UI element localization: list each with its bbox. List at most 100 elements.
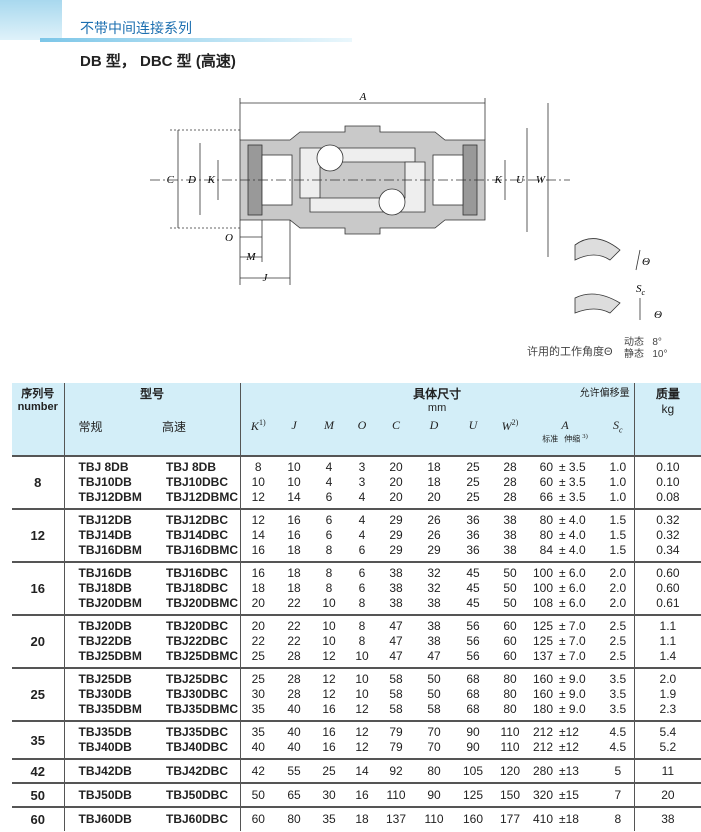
cell-line: 70 [414,725,454,740]
value: 120 [500,763,521,778]
cell-line: 58 [378,687,414,702]
value: 10 [355,687,369,701]
value: TBJ 8DB [166,460,217,474]
cell-line: TBJ20DBM [79,596,153,611]
cell-line: 25 [454,490,492,505]
value: 0.34 [656,543,680,557]
cell-line: 10 [346,649,378,664]
cell-line: 18 [276,566,312,581]
cell: 30 [312,782,347,807]
cell: 60 60 60 [492,614,529,668]
value: TBJ16DBC [166,566,229,580]
cell-line: 30 [241,687,277,702]
cell-line: 177 [492,812,528,827]
angle-values: 动态 8° 静态 10° [624,337,667,361]
cell-line: 30 [312,788,346,803]
w: W [501,419,512,433]
high-speed: 高速 [152,416,241,456]
value: 90 [466,725,480,739]
cell: 125 [454,782,493,807]
cell-line: 22 [276,619,312,634]
value: TBJ50DBC [166,787,229,802]
cell: 18 18 22 [276,561,313,615]
value: 3 [358,475,366,489]
cell-line: 8 [312,543,346,558]
cell-line: TBJ12DBC [166,513,240,528]
value: 10 [322,634,336,648]
a-value: 60 [539,475,554,489]
cell-line: 14 [346,764,378,779]
cell-line: 35 [241,702,277,717]
cell: 16 16 18 [276,508,313,562]
value: TBJ12DB [78,513,132,527]
value: 16 [355,787,369,802]
value: 14 [287,490,301,504]
cell: TBJ16DB TBJ18DB TBJ20DBM [63,561,153,615]
value: 2.0 [609,596,627,610]
value: 105 [463,763,484,778]
value: 12 [322,649,336,663]
value: 40 [287,740,301,754]
dim-label: C [167,174,175,186]
value: TBJ16DBM [78,543,142,557]
value: 28 [503,490,517,504]
cell-line: 110 [492,740,528,755]
cell-line: 1.1 [635,619,701,634]
cell: 28 28 28 [492,455,529,509]
group-row: 12 TBJ12DB TBJ14DB TBJ16DBM TBJ12DBC TBJ14DBC… [12,508,701,562]
value: 80 [287,812,301,826]
group-row: 8 TBJ 8DB TBJ10DB TBJ12DBM TBJ 8DB TBJ10DBC TB… [12,455,701,509]
value: 22 [251,634,265,648]
cell: 160 [454,806,493,831]
cell: 25 [312,758,347,783]
value: 42 [251,763,265,778]
value: 68 [466,687,480,701]
value: 12 [251,513,265,527]
value: TBJ12DBM [78,490,142,504]
cell: 32 32 38 [414,561,455,615]
s-head: Sc [602,416,635,456]
cell-line: 60 ± 3.5 [528,460,602,475]
value: 18 [427,475,441,489]
value: TBJ30DB [78,687,132,701]
serial-number: 50 [12,782,64,807]
k: K [250,419,259,433]
cell-line: 18 [414,475,454,490]
value: 38 [389,581,403,595]
value: 20 [427,490,441,504]
value: 11 [661,763,675,778]
cell-line: 2.3 [635,702,701,717]
cell-line: 68 [454,702,492,717]
cell: 16 16 [312,720,347,759]
value: 14 [251,528,265,542]
cell: 1.0 1.0 1.0 [602,455,635,509]
cell-line: 10 [312,634,346,649]
value: 10 [287,475,301,489]
cell-line: 38 [635,812,701,827]
cell: 212 ±12 212 ±12 [528,720,603,759]
cell: 105 [454,758,493,783]
value: TBJ20DBC [166,619,229,633]
value: 6 [325,490,333,504]
angle-caption: 许用的工作角度Θ [527,346,613,358]
cell-line: 4 [346,528,378,543]
value: 20 [389,475,403,489]
value: 70 [427,725,441,739]
cell: TBJ60DBC [152,806,241,831]
cell: 0.10 0.10 0.08 [633,455,701,509]
value: 30 [251,687,265,701]
value: 80 [503,687,517,701]
dim-label: M [245,251,256,263]
cell: 110 [378,782,415,807]
cell: 20 [633,782,701,807]
cell-line: 2.0 [602,596,634,611]
cell-line: 3.5 [602,702,634,717]
cell-line: 80 [276,812,312,827]
value: 47 [389,619,403,633]
a-value: 125 [532,634,554,648]
cell: TBJ50DBC [152,782,241,807]
value: 38 [427,596,441,610]
cell: 35 [312,806,347,831]
